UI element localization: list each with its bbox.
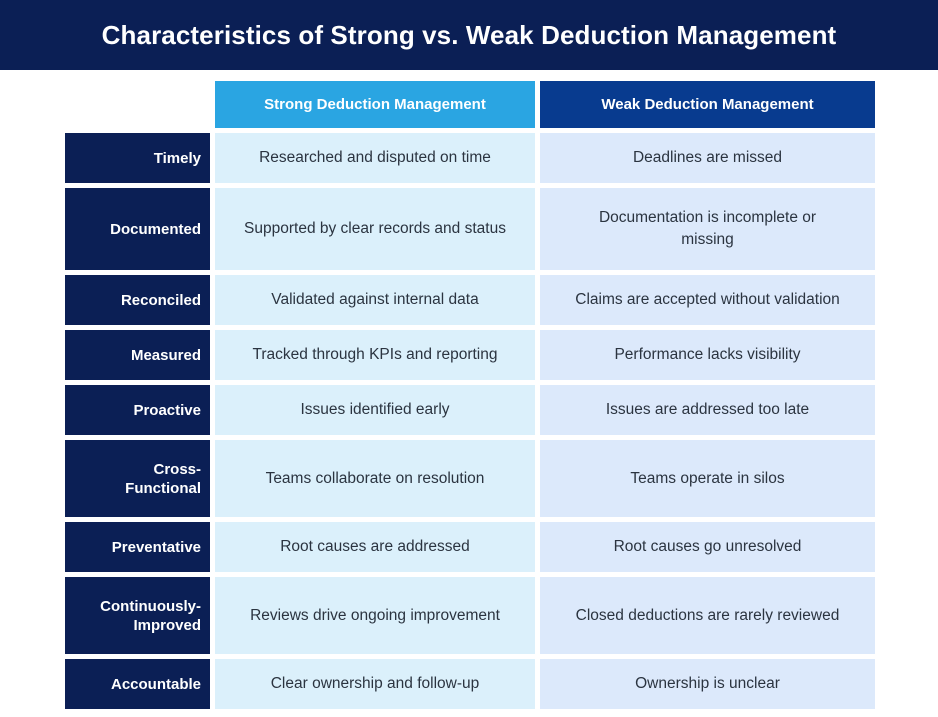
table-corner (65, 81, 210, 128)
strong-cell-preventative: Root causes are addressed (215, 522, 535, 572)
row-label-documented: Documented (65, 188, 210, 270)
weak-cell-reconciled: Claims are accepted without validation (540, 275, 875, 325)
row-label-preventative: Preventative (65, 522, 210, 572)
weak-cell-documented: Documentation is incomplete or missing (540, 188, 875, 270)
strong-cell-cross-functional: Teams collaborate on resolution (215, 440, 535, 517)
page-title: Characteristics of Strong vs. Weak Deduc… (101, 19, 837, 50)
strong-cell-measured: Tracked through KPIs and reporting (215, 330, 535, 380)
strong-cell-continuously-improved: Reviews drive ongoing improvement (215, 577, 535, 654)
row-label-continuously-improved: Continuously- Improved (65, 577, 210, 654)
strong-cell-documented: Supported by clear records and status (215, 188, 535, 270)
weak-cell-cross-functional: Teams operate in silos (540, 440, 875, 517)
row-label-timely: Timely (65, 133, 210, 183)
row-label-proactive: Proactive (65, 385, 210, 435)
row-label-accountable: Accountable (65, 659, 210, 709)
weak-cell-measured: Performance lacks visibility (540, 330, 875, 380)
strong-cell-accountable: Clear ownership and follow-up (215, 659, 535, 709)
row-label-reconciled: Reconciled (65, 275, 210, 325)
column-header-strong: Strong Deduction Management (215, 81, 535, 128)
weak-cell-timely: Deadlines are missed (540, 133, 875, 183)
comparison-table: Strong Deduction Management Weak Deducti… (65, 81, 875, 709)
strong-cell-timely: Researched and disputed on time (215, 133, 535, 183)
strong-cell-proactive: Issues identified early (215, 385, 535, 435)
weak-cell-preventative: Root causes go unresolved (540, 522, 875, 572)
weak-cell-accountable: Ownership is unclear (540, 659, 875, 709)
column-header-weak: Weak Deduction Management (540, 81, 875, 128)
row-label-cross-functional: Cross- Functional (65, 440, 210, 517)
weak-cell-continuously-improved: Closed deductions are rarely reviewed (540, 577, 875, 654)
weak-cell-proactive: Issues are addressed too late (540, 385, 875, 435)
strong-cell-reconciled: Validated against internal data (215, 275, 535, 325)
row-label-measured: Measured (65, 330, 210, 380)
title-banner: Characteristics of Strong vs. Weak Deduc… (0, 0, 938, 70)
